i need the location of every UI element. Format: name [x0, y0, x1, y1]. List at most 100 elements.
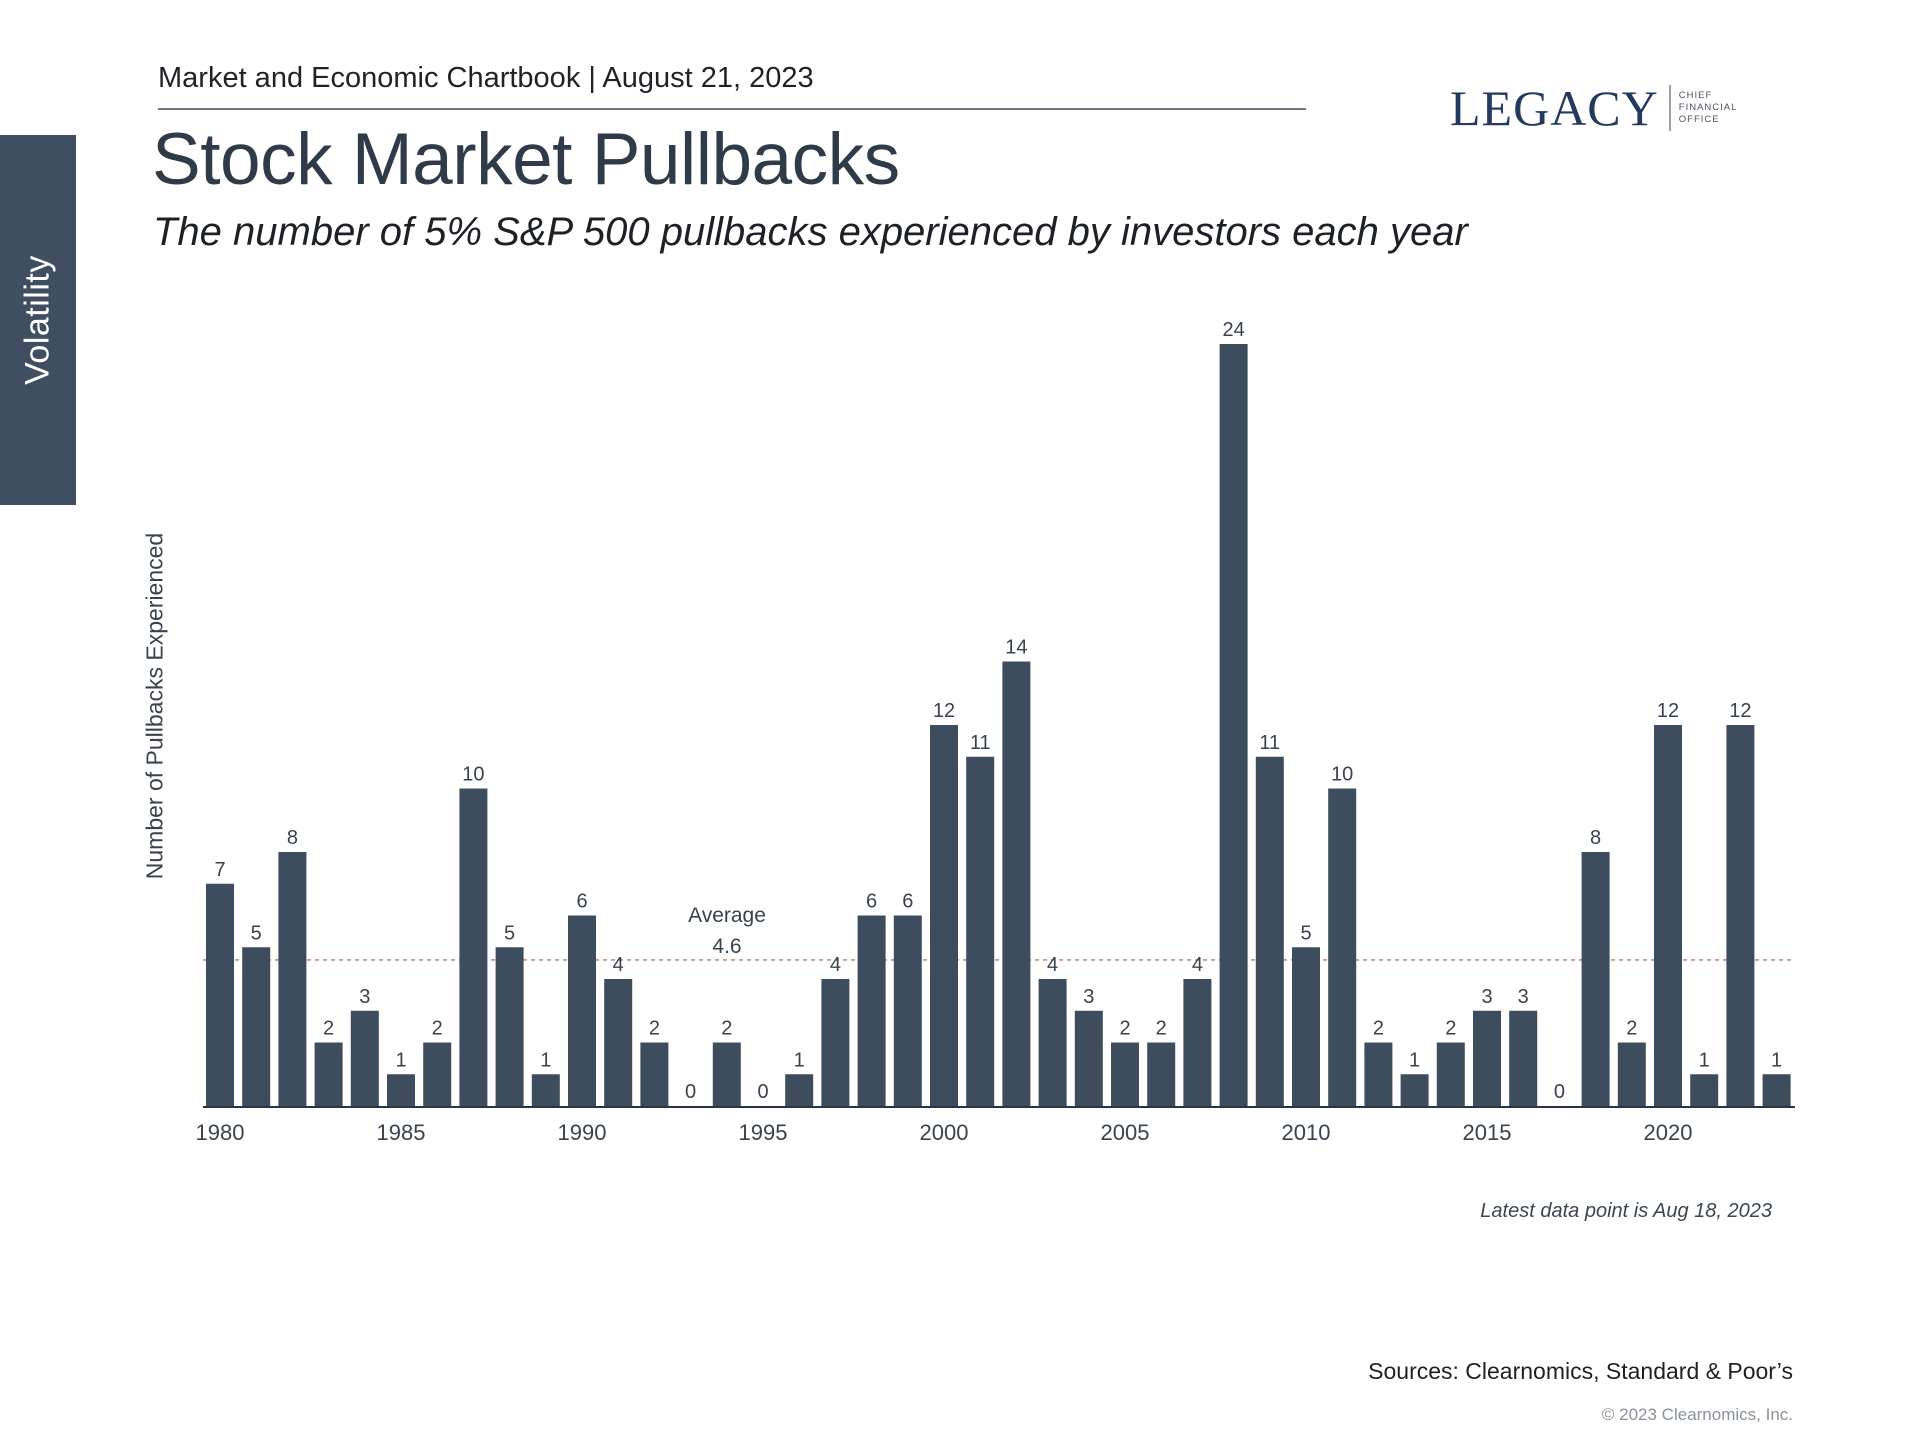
bar-1994	[712, 1042, 741, 1106]
logo-sub-line: FINANCIAL	[1678, 102, 1738, 113]
x-tick-label: 1995	[739, 1120, 788, 1145]
bar-value-label: 3	[1083, 986, 1094, 1008]
bar-value-label: 2	[649, 1018, 660, 1040]
side-tab: Volatility	[0, 135, 76, 505]
bar-value-label: 4	[613, 954, 624, 976]
bar-1988	[495, 947, 524, 1106]
bar-value-label: 5	[251, 922, 262, 944]
bar-2016	[1509, 1010, 1538, 1106]
bar-value-label: 10	[462, 764, 484, 786]
bar-1984	[350, 1010, 379, 1106]
bar-1982	[278, 852, 307, 1106]
bar-1999	[893, 915, 922, 1106]
average-label: Average	[688, 904, 766, 927]
bar-value-label: 6	[902, 891, 913, 913]
bar-2007	[1183, 979, 1212, 1106]
bar-value-label: 0	[757, 1081, 768, 1103]
x-tick-label: 2005	[1101, 1120, 1150, 1145]
bar-2015	[1473, 1010, 1501, 1106]
bar-value-label: 1	[540, 1049, 551, 1071]
bar-value-label: 6	[866, 891, 877, 913]
bar-value-label: 3	[359, 986, 370, 1008]
bar-value-label: 8	[287, 827, 298, 849]
average-value-label: 4.6	[712, 935, 741, 958]
bar-value-label: 4	[830, 954, 841, 976]
bar-2012	[1364, 1042, 1393, 1106]
bar-value-label: 2	[1445, 1018, 1456, 1040]
bar-1986	[423, 1042, 452, 1106]
bar-value-label: 2	[323, 1018, 334, 1040]
bar-2019	[1617, 1042, 1646, 1106]
x-tick-label: 1990	[558, 1120, 607, 1145]
logo-subtext: CHIEF FINANCIAL OFFICE	[1679, 90, 1738, 126]
bar-1997	[821, 979, 850, 1106]
bar-2009	[1255, 756, 1284, 1106]
x-tick-label: 2020	[1644, 1120, 1693, 1145]
bar-value-label: 5	[504, 922, 515, 944]
bar-2020	[1654, 725, 1682, 1106]
bar-1989	[531, 1074, 560, 1106]
bar-2010	[1292, 947, 1320, 1106]
bar-value-label: 6	[576, 891, 587, 913]
bar-1991	[604, 979, 633, 1106]
legacy-logo: LEGACY CHIEF FINANCIAL OFFICE	[1450, 82, 1737, 134]
bar-2021	[1690, 1074, 1719, 1106]
bar-value-label: 3	[1518, 986, 1529, 1008]
bar-value-label: 24	[1222, 319, 1244, 341]
bar-value-label: 11	[970, 732, 991, 754]
bar-value-label: 1	[1699, 1049, 1710, 1071]
bar-2001	[966, 756, 995, 1106]
x-tick-label: 2015	[1463, 1120, 1512, 1145]
bar-2008	[1219, 344, 1248, 1106]
bar-value-label: 4	[1192, 954, 1203, 976]
bar-value-label: 8	[1590, 827, 1601, 849]
bar-2002	[1002, 661, 1031, 1106]
bar-value-label: 0	[1554, 1081, 1565, 1103]
bar-2018	[1581, 852, 1610, 1106]
bar-value-label: 1	[794, 1049, 805, 1071]
bar-value-label: 14	[1005, 637, 1027, 659]
bar-value-label: 0	[685, 1081, 696, 1103]
bar-value-label: 11	[1259, 732, 1280, 754]
latest-data-note: Latest data point is Aug 18, 2023	[1480, 1200, 1772, 1222]
bar-value-label: 12	[933, 700, 955, 722]
bar-1998	[857, 915, 886, 1106]
bar-2023	[1762, 1074, 1791, 1106]
bar-value-label: 1	[1409, 1049, 1420, 1071]
header-divider	[158, 108, 1306, 110]
bar-1985	[387, 1074, 415, 1106]
logo-wordmark: LEGACY	[1450, 80, 1659, 136]
chartbook-header: Market and Economic Chartbook | August 2…	[158, 62, 814, 94]
bar-2003	[1038, 979, 1067, 1106]
bar-2014	[1436, 1042, 1465, 1106]
bar-2004	[1074, 1010, 1103, 1106]
x-tick-label: 2000	[920, 1120, 969, 1145]
bar-2005	[1111, 1042, 1139, 1106]
copyright-note: © 2023 Clearnomics, Inc.	[1601, 1405, 1793, 1424]
bar-value-label: 2	[432, 1018, 443, 1040]
bar-value-label: 12	[1657, 700, 1679, 722]
bar-value-label: 7	[214, 859, 225, 881]
bar-2013	[1400, 1074, 1429, 1106]
page-subtitle: The number of 5% S&P 500 pullbacks exper…	[153, 210, 1468, 254]
x-tick-label: 1980	[196, 1120, 245, 1145]
bar-value-label: 2	[1626, 1018, 1637, 1040]
page-title: Stock Market Pullbacks	[152, 119, 900, 200]
bar-2022	[1726, 725, 1755, 1106]
bar-value-label: 10	[1331, 764, 1353, 786]
logo-sub-line: OFFICE	[1678, 114, 1720, 125]
bar-2006	[1147, 1042, 1176, 1106]
bar-value-label: 2	[1119, 1018, 1130, 1040]
bar-1990	[568, 915, 596, 1106]
x-tick-label: 2010	[1282, 1120, 1331, 1145]
bar-value-label: 3	[1481, 986, 1492, 1008]
bar-value-label: 5	[1300, 922, 1311, 944]
bar-1980	[206, 883, 234, 1106]
bar-value-label: 1	[1771, 1049, 1782, 1071]
bar-2011	[1328, 788, 1357, 1106]
bar-value-label: 12	[1729, 700, 1751, 722]
bar-value-label: 2	[721, 1018, 732, 1040]
x-tick-label: 1985	[377, 1120, 426, 1145]
bar-1996	[785, 1074, 814, 1106]
